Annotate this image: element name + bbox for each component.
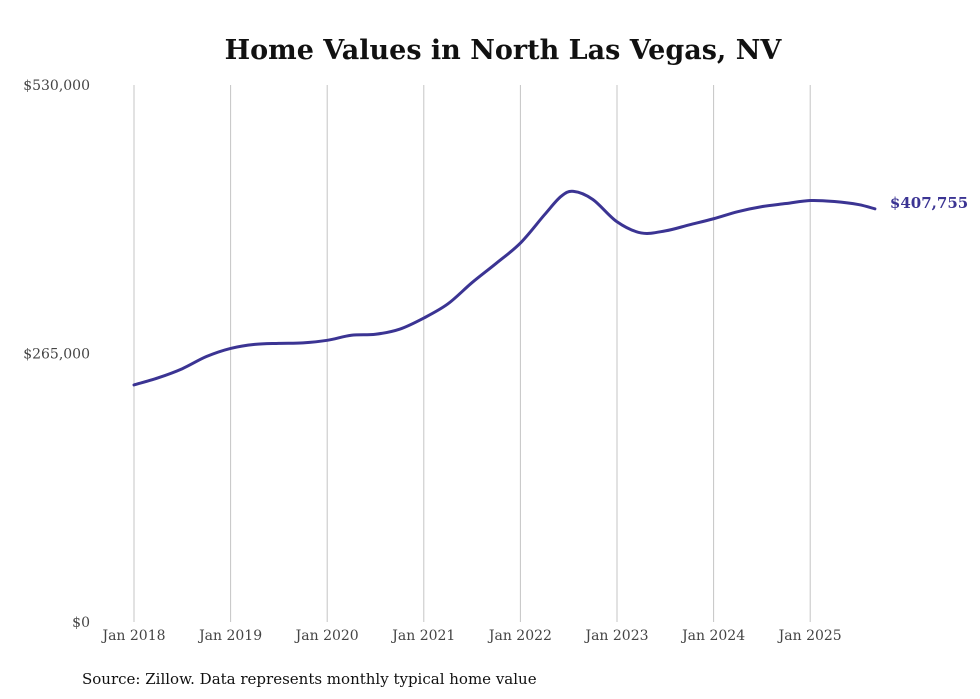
y-axis-ticks: $0 $265,000 $530,000	[23, 78, 90, 631]
grid-lines	[133, 85, 811, 622]
x-tick-label: Jan 2019	[197, 628, 262, 644]
y-tick-label: $530,000	[23, 78, 90, 94]
x-tick-label: Jan 2023	[583, 628, 648, 644]
source-note: Source: Zillow. Data represents monthly …	[82, 670, 537, 688]
end-value-label: $407,755	[890, 194, 968, 212]
x-tick-label: Jan 2021	[390, 628, 455, 644]
y-tick-label: $0	[72, 615, 90, 631]
x-tick-label: Jan 2018	[100, 628, 165, 644]
chart-title: Home Values in North Las Vegas, NV	[225, 35, 783, 66]
x-tick-label: Jan 2020	[294, 628, 359, 644]
series-layer: $407,755	[132, 189, 968, 387]
x-tick-label: Jan 2022	[487, 628, 552, 644]
x-tick-label: Jan 2025	[777, 628, 842, 644]
x-tick-label: Jan 2024	[680, 628, 745, 644]
series-line	[132, 189, 877, 387]
y-tick-label: $265,000	[23, 347, 90, 363]
x-axis-ticks: Jan 2018 Jan 2019 Jan 2020 Jan 2021 Jan 2022…	[100, 628, 841, 644]
